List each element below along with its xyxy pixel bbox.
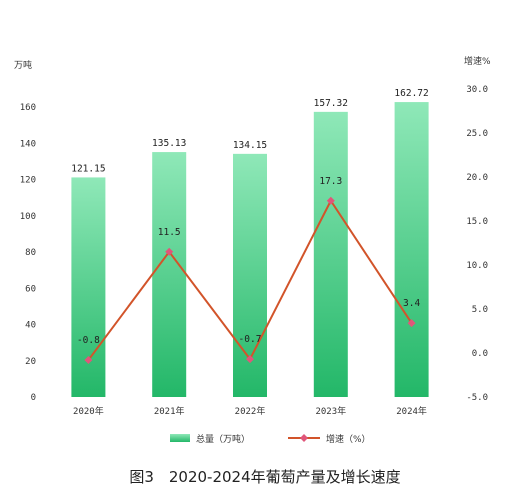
left-axis-ticks: 0 20 40 60 80 100 120 140 160 [20,103,36,403]
growth-value-label: -0.8 [77,335,100,346]
x-tick-label: 2020年 [73,405,104,417]
growth-marker [246,355,254,364]
right-axis-ticks: -5.0 0.0 5.0 10.0 15.0 20.0 25.0 30.0 [466,85,488,403]
left-tick-label: 40 [25,321,36,331]
bar [313,111,348,398]
left-tick-label: 120 [20,176,36,186]
bar-value-label: 121.15 [71,163,105,174]
legend: 总量（万吨） 增速（%） [170,433,371,445]
left-axis-unit: 万吨 [14,59,32,71]
growth-marker [407,319,416,328]
right-axis-unit: 增速% [464,55,491,67]
left-tick-label: 60 [25,284,36,294]
growth-marker [84,356,93,365]
left-tick-label: 20 [25,357,36,367]
left-tick-label: 100 [20,212,36,222]
bar-value-label: 162.72 [394,88,428,99]
right-tick-label: 0.0 [472,349,488,359]
bar [71,177,106,397]
left-tick-label: 0 [31,393,36,403]
right-tick-label: 15.0 [466,217,488,227]
growth-value-label: 11.5 [158,227,181,238]
right-tick-label: 20.0 [466,173,488,183]
bars-group [71,102,429,398]
growth-value-label: 17.3 [319,176,342,187]
growth-line-group: -0.8 11.5 -0.7 17.3 3.4 [77,176,420,365]
right-tick-label: -5.0 [466,393,488,403]
bar-data-labels: 121.15 135.13 134.15 157.32 162.72 [71,88,429,174]
right-tick-label: 10.0 [466,261,488,271]
x-tick-label: 2021年 [154,405,185,417]
chart-title: 图3 2020-2024年葡萄产量及增长速度 [129,468,400,486]
x-axis-ticks: 2020年 2021年 2022年 2023年 2024年 [73,405,427,417]
x-tick-label: 2024年 [396,405,427,417]
right-tick-label: 25.0 [466,129,488,139]
bar [152,152,187,397]
bar-value-label: 157.32 [314,98,348,109]
legend-bar-swatch [170,434,190,442]
right-tick-label: 5.0 [472,305,488,315]
growth-marker [326,196,335,205]
left-tick-label: 140 [20,139,36,149]
x-tick-label: 2022年 [235,405,266,417]
x-tick-label: 2023年 [315,405,346,417]
growth-marker [165,247,174,256]
legend-bar-label: 总量（万吨） [196,433,250,445]
growth-value-label: 3.4 [403,298,420,309]
left-tick-label: 160 [20,103,36,113]
growth-value-label: -0.7 [239,334,262,345]
bar [394,102,429,397]
bar-value-label: 134.15 [233,140,267,151]
bar-value-label: 135.13 [152,138,186,149]
left-tick-label: 80 [25,248,36,258]
legend-diamond-marker [300,434,308,442]
legend-line-label: 增速（%） [326,433,371,445]
right-tick-label: 30.0 [466,85,488,95]
